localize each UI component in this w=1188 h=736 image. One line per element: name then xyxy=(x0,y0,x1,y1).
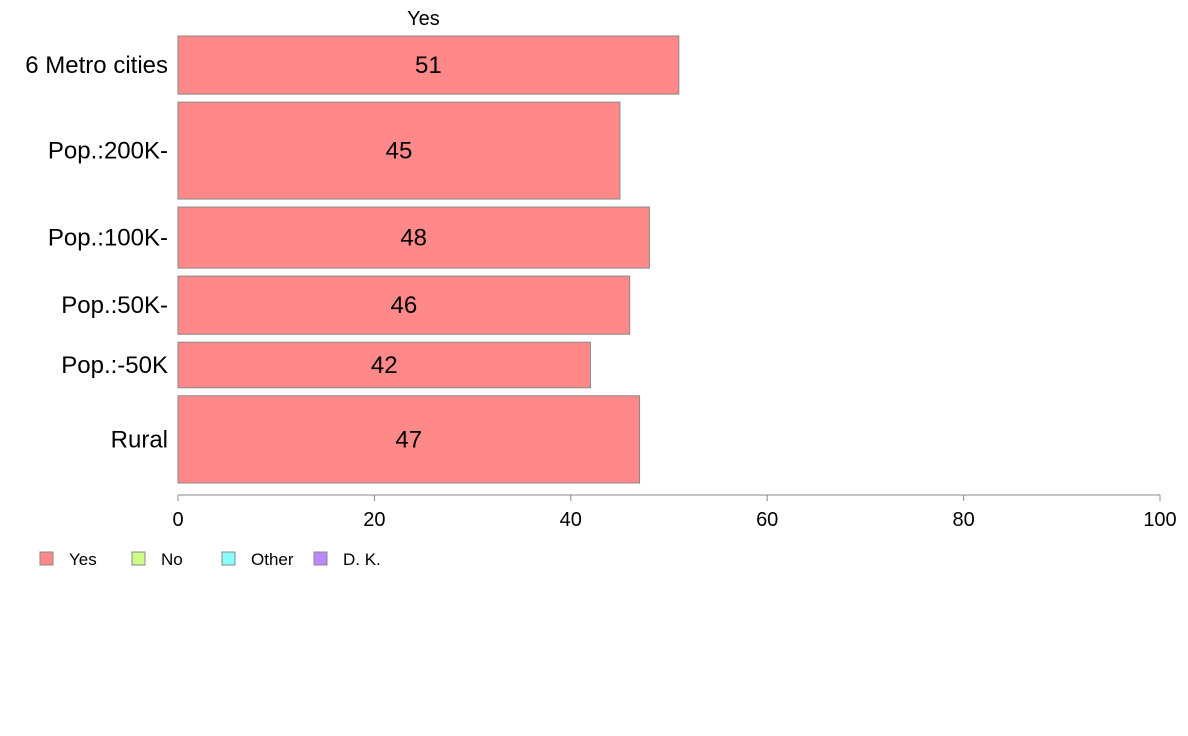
category-label-1: Pop.:200K- xyxy=(48,138,168,165)
bar-0 xyxy=(177,35,680,95)
legend-label-0: Yes xyxy=(69,550,97,569)
category-label-0: 6 Metro cities xyxy=(25,52,168,79)
legend-label-3: D. K. xyxy=(343,550,381,569)
x-tick-label-3: 60 xyxy=(756,509,778,531)
value-label-3: 46 xyxy=(391,292,418,319)
legend-swatch-0 xyxy=(39,551,54,566)
value-label-2: 48 xyxy=(400,225,427,252)
legend-swatch-1 xyxy=(131,551,146,566)
legend-label-2: Other xyxy=(251,550,294,569)
bars-group: 6 Metro cities 51 Pop.:200K- 45 Pop.:100K- 48… xyxy=(25,35,680,484)
value-label-1: 45 xyxy=(386,138,413,165)
bar-4 xyxy=(177,341,591,389)
value-label-4: 42 xyxy=(371,352,398,379)
chart-title: Yes xyxy=(407,8,440,30)
legend-swatch-3 xyxy=(313,551,328,566)
x-tick-label-4: 80 xyxy=(952,509,974,531)
x-tick-label-2: 40 xyxy=(560,509,582,531)
value-label-0: 51 xyxy=(415,52,442,79)
x-tick-label-5: 100 xyxy=(1143,509,1176,531)
legend: Yes No Other D. K. xyxy=(39,550,381,569)
x-tick-label-0: 0 xyxy=(172,509,183,531)
category-label-3: Pop.:50K- xyxy=(61,292,168,319)
bar-5 xyxy=(177,395,641,484)
value-label-5: 47 xyxy=(395,426,422,453)
bar-3 xyxy=(177,275,631,335)
category-label-4: Pop.:-50K xyxy=(61,352,168,379)
x-tick-label-1: 20 xyxy=(363,509,385,531)
bar-1 xyxy=(177,101,621,200)
legend-swatch-2 xyxy=(221,551,236,566)
bar-2 xyxy=(177,206,650,269)
category-label-2: Pop.:100K- xyxy=(48,225,168,252)
legend-label-1: No xyxy=(161,550,183,569)
category-label-5: Rural xyxy=(111,426,168,453)
x-axis: 0 20 40 60 80 100 xyxy=(172,494,1177,531)
